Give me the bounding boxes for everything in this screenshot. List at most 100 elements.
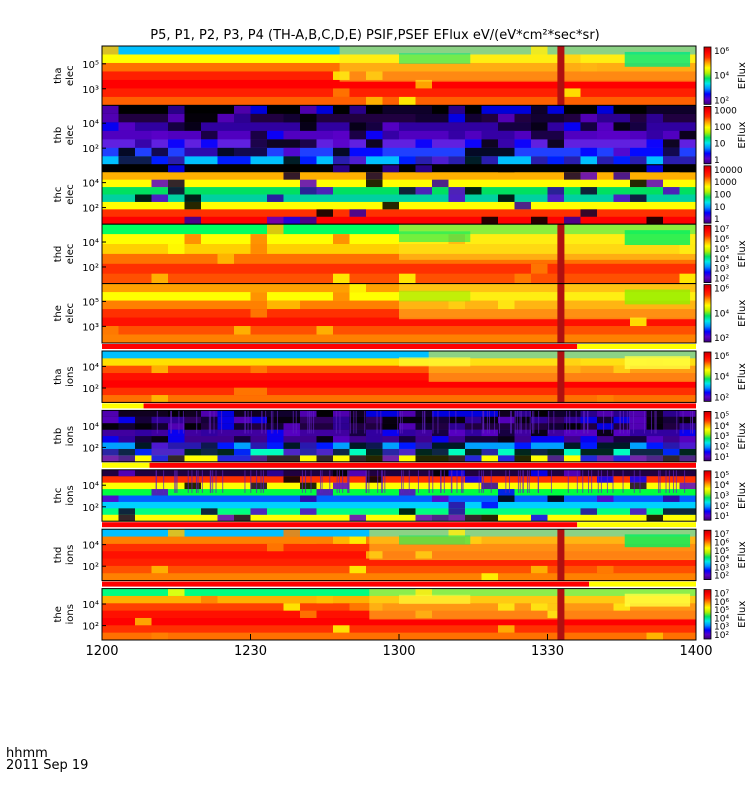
flux-cell — [201, 147, 218, 157]
flux-cell — [580, 442, 597, 449]
flux-spike — [380, 469, 382, 493]
y-tick-label: 10⁵ — [82, 297, 99, 308]
flux-spike — [665, 469, 667, 493]
flux-cell — [333, 469, 350, 477]
flux-cell — [399, 273, 416, 284]
colorbar — [703, 351, 712, 402]
flux-cell — [448, 130, 465, 140]
flux-spike — [633, 469, 635, 493]
flux-cell — [646, 514, 663, 522]
flux-cell — [184, 442, 201, 449]
colorbar-label: EFlux — [737, 62, 748, 89]
flux-cell — [184, 147, 201, 157]
flux-cell — [498, 194, 515, 202]
flux-cell — [316, 326, 333, 335]
flux-cell — [498, 147, 515, 157]
flux-cell — [382, 448, 399, 456]
flux-cell — [201, 508, 218, 515]
time-unit-label: hhmm — [6, 746, 48, 761]
flux-spike — [408, 469, 410, 493]
flux-cell — [333, 273, 350, 284]
flux-cell — [382, 130, 399, 140]
flux-cell — [102, 105, 119, 114]
flux-spike — [432, 469, 434, 493]
colorbar-tick-label: 10⁴ — [714, 555, 729, 565]
flux-spike — [366, 469, 368, 493]
flux-cell — [432, 442, 449, 449]
flux-cell — [564, 88, 581, 97]
flux-spike — [519, 410, 521, 434]
flux-cell — [349, 469, 366, 477]
colorbar-tick-label: 10⁵ — [714, 471, 729, 481]
flux-spike — [210, 469, 212, 493]
mode-bar-5-a — [102, 344, 578, 349]
flux-spike — [260, 469, 262, 493]
flux-cell — [135, 429, 152, 437]
flux-spike — [182, 410, 184, 434]
flux-spike — [368, 469, 370, 493]
panel-ylabel-species: elec — [65, 303, 76, 324]
flux-cell — [613, 130, 630, 140]
flux-cell — [234, 514, 251, 522]
flux-cell — [366, 448, 383, 456]
flux-cell — [531, 448, 548, 456]
panel-ylabel-probe: thc — [53, 488, 64, 504]
flux-spike — [673, 469, 675, 493]
mode-bar-7-a — [102, 462, 150, 468]
flux-cell — [613, 436, 630, 443]
flux-spike — [338, 469, 340, 493]
flux-cell — [415, 187, 432, 195]
spectrogram-panel-thc-ions — [102, 469, 696, 522]
flux-cell — [415, 514, 432, 522]
spectrogram-panel-thb-elec — [102, 105, 696, 166]
flux-spike — [537, 469, 539, 493]
flux-cell — [448, 416, 465, 424]
colorbar-tick-label: 10⁴ — [714, 255, 729, 265]
chart-title: P5, P1, P2, P3, P4 (TH-A,B,C,D,E) PSIF,P… — [150, 28, 600, 43]
flux-cell — [646, 448, 663, 456]
flux-cell — [217, 442, 234, 449]
flux-patch — [624, 534, 691, 548]
flux-cell — [613, 147, 630, 157]
flux-spike — [376, 410, 378, 434]
flux-spike — [450, 469, 452, 493]
flux-cell — [349, 105, 366, 114]
flux-spike — [488, 410, 490, 434]
flux-cell — [300, 482, 317, 490]
flux-cell — [481, 156, 498, 165]
flux-patch — [624, 356, 691, 369]
spectrogram-panel-the-elec — [102, 283, 696, 344]
flux-cell — [448, 113, 465, 123]
panel-ylabel-probe: thc — [53, 187, 64, 203]
flux-cell — [564, 429, 581, 437]
flux-cell — [283, 603, 300, 611]
flux-cell — [366, 442, 383, 449]
flux-cell — [432, 514, 449, 522]
flux-spike — [292, 410, 294, 434]
flux-cell — [382, 122, 399, 131]
flux-cell — [597, 395, 614, 403]
flux-spike — [355, 410, 357, 434]
flux-cell — [448, 429, 465, 437]
flux-spike — [399, 410, 401, 434]
flux-cell — [151, 423, 168, 430]
flux-spike — [582, 469, 584, 493]
flux-spike — [522, 469, 524, 493]
flux-cell — [217, 253, 234, 264]
flux-spike — [215, 469, 217, 493]
flux-spike — [690, 410, 692, 434]
flux-spike — [611, 410, 613, 434]
flux-cell — [300, 179, 317, 188]
flux-cell — [498, 495, 515, 502]
flux-cell — [399, 105, 416, 114]
flux-cell — [349, 429, 366, 437]
flux-cell — [118, 514, 135, 522]
colorbar-tick-label: 10² — [714, 96, 729, 106]
panel-ylabel-probe: the — [53, 606, 64, 622]
flux-cell — [283, 529, 300, 537]
flux-spike — [692, 410, 694, 434]
flux-cell — [597, 105, 614, 114]
flux-spike — [623, 410, 625, 434]
mode-bar-8-b — [577, 522, 696, 528]
flux-cell — [333, 423, 350, 430]
